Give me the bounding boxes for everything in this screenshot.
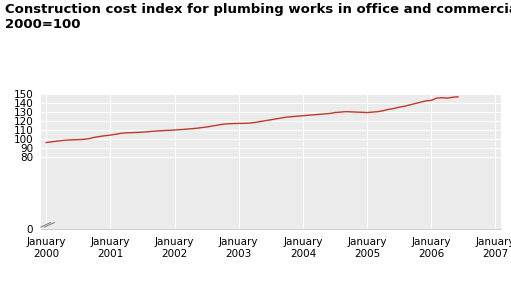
Text: Construction cost index for plumbing works in office and commercial buildings.
2: Construction cost index for plumbing wor… (5, 3, 511, 31)
